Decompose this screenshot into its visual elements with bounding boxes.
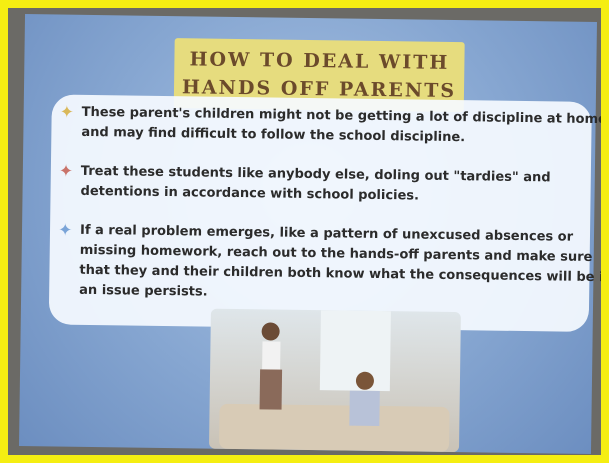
photo-frame: HOW TO DEAL WITH HANDS OFF PARENTS ✦ The…: [0, 0, 609, 463]
bullet-text: Treat these students like anybody else, …: [81, 164, 551, 186]
child-head: [262, 322, 280, 340]
parent-body: [349, 391, 379, 426]
bullet-text: that they and their children both know w…: [79, 263, 609, 285]
bullet-text: If a real problem emerges, like a patter…: [80, 223, 573, 245]
bullet-icon: ✦: [58, 221, 73, 241]
child-body: [262, 341, 280, 369]
bullet-text: detentions in accordance with school pol…: [80, 184, 419, 204]
bullet-text: and may find difficult to follow the sch…: [81, 125, 465, 145]
slide-photo: [209, 309, 461, 452]
bullet-text: missing homework, reach out to the hands…: [80, 243, 593, 265]
window: [320, 310, 391, 391]
bullet-text: an issue persists.: [79, 283, 208, 300]
slide: HOW TO DEAL WITH HANDS OFF PARENTS ✦ The…: [19, 14, 597, 454]
bullet-icon: ✦: [59, 162, 74, 182]
sofa: [219, 404, 450, 452]
child-legs: [260, 369, 283, 409]
photo-illustration: [209, 309, 461, 452]
bullet-icon: ✦: [60, 103, 75, 123]
title-line: HOW TO DEAL WITH: [174, 48, 464, 74]
content-box: ✦ These parent's children might not be g…: [49, 94, 592, 332]
bullet-text: These parent's children might not be get…: [82, 105, 609, 127]
